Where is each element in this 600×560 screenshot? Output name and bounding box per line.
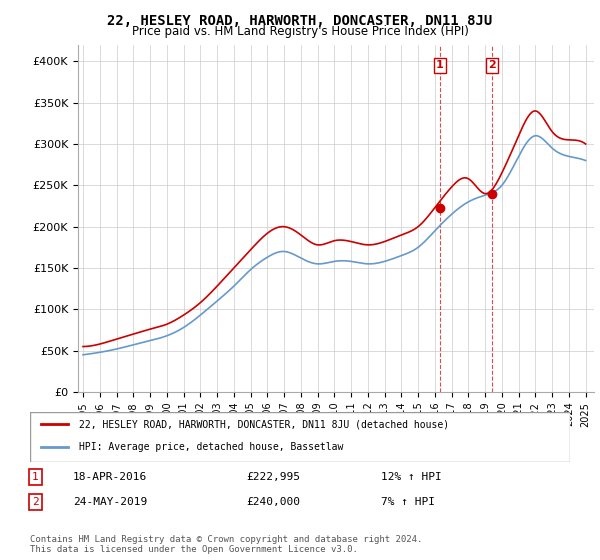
Text: 22, HESLEY ROAD, HARWORTH, DONCASTER, DN11 8JU: 22, HESLEY ROAD, HARWORTH, DONCASTER, DN… (107, 14, 493, 28)
Text: 18-APR-2016: 18-APR-2016 (73, 472, 148, 482)
Text: 22, HESLEY ROAD, HARWORTH, DONCASTER, DN11 8JU (detached house): 22, HESLEY ROAD, HARWORTH, DONCASTER, DN… (79, 419, 449, 429)
Text: 12% ↑ HPI: 12% ↑ HPI (381, 472, 442, 482)
Text: £240,000: £240,000 (246, 497, 300, 507)
FancyBboxPatch shape (30, 412, 570, 462)
Text: 1: 1 (436, 60, 444, 71)
Text: 7% ↑ HPI: 7% ↑ HPI (381, 497, 435, 507)
Text: £222,995: £222,995 (246, 472, 300, 482)
Text: 1: 1 (32, 472, 39, 482)
Text: 24-MAY-2019: 24-MAY-2019 (73, 497, 148, 507)
Text: Price paid vs. HM Land Registry's House Price Index (HPI): Price paid vs. HM Land Registry's House … (131, 25, 469, 38)
Text: HPI: Average price, detached house, Bassetlaw: HPI: Average price, detached house, Bass… (79, 442, 343, 452)
Text: 2: 2 (32, 497, 39, 507)
Text: Contains HM Land Registry data © Crown copyright and database right 2024.
This d: Contains HM Land Registry data © Crown c… (30, 535, 422, 554)
Text: 2: 2 (488, 60, 496, 71)
